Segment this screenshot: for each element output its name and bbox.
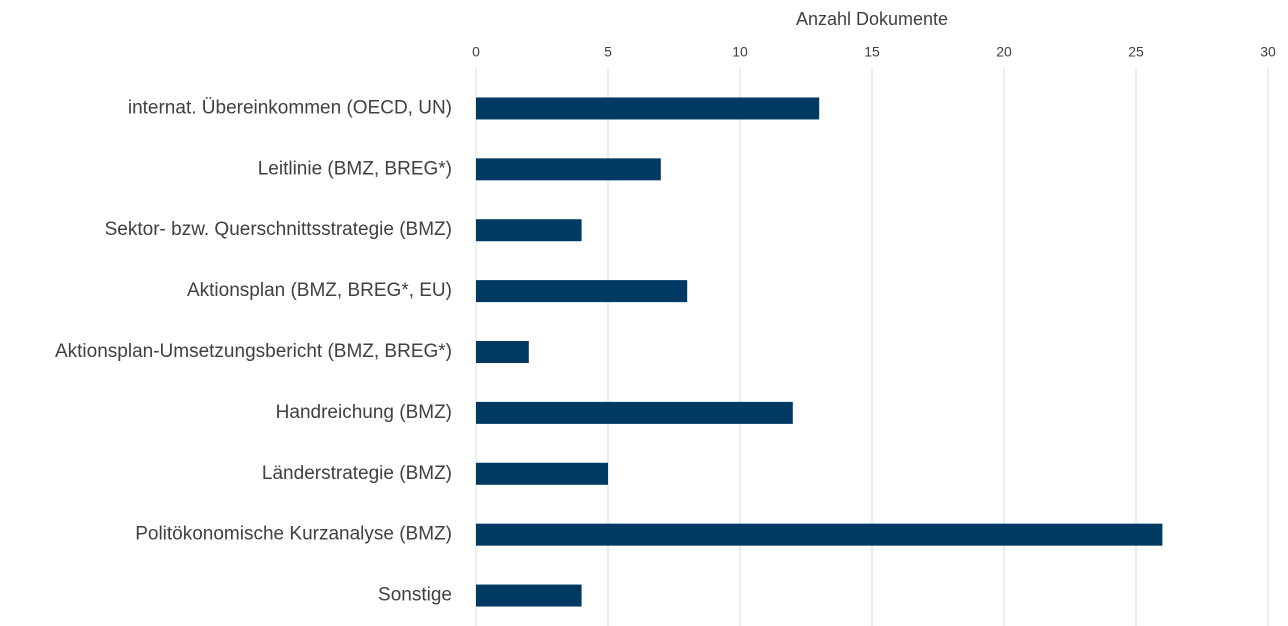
y-tick-label: Sektor- bzw. Querschnittsstrategie (BMZ) xyxy=(105,219,452,240)
bar xyxy=(476,523,1163,546)
bar xyxy=(476,158,661,181)
y-tick-label: Aktionsplan-Umsetzungsbericht (BMZ, BREG… xyxy=(55,341,452,362)
y-tick-label: internat. Übereinkommen (OECD, UN) xyxy=(128,97,452,118)
y-tick-label: Aktionsplan (BMZ, BREG*, EU) xyxy=(187,280,452,301)
x-tick-label: 15 xyxy=(864,44,880,60)
bar xyxy=(476,401,793,424)
y-tick-label: Handreichung (BMZ) xyxy=(276,402,452,423)
bar xyxy=(476,280,688,303)
bar xyxy=(476,341,529,363)
y-tick-label: Leitlinie (BMZ, BREG*) xyxy=(258,158,452,179)
x-tick-label: 25 xyxy=(1128,44,1144,60)
x-tick-label: 5 xyxy=(604,44,612,60)
bar xyxy=(476,462,608,485)
bar xyxy=(476,97,820,120)
bar xyxy=(476,219,582,242)
x-tick-label: 0 xyxy=(472,44,480,60)
x-tick-label: 30 xyxy=(1260,44,1276,60)
y-tick-label: Länderstrategie (BMZ) xyxy=(262,463,452,484)
x-axis-title: Anzahl Dokumente xyxy=(796,9,948,29)
y-tick-label: Politökonomische Kurzanalyse (BMZ) xyxy=(135,524,452,545)
y-tick-label: Sonstige xyxy=(378,585,452,606)
x-tick-label: 20 xyxy=(996,44,1012,60)
x-tick-label: 10 xyxy=(732,44,748,60)
bar xyxy=(476,584,582,607)
